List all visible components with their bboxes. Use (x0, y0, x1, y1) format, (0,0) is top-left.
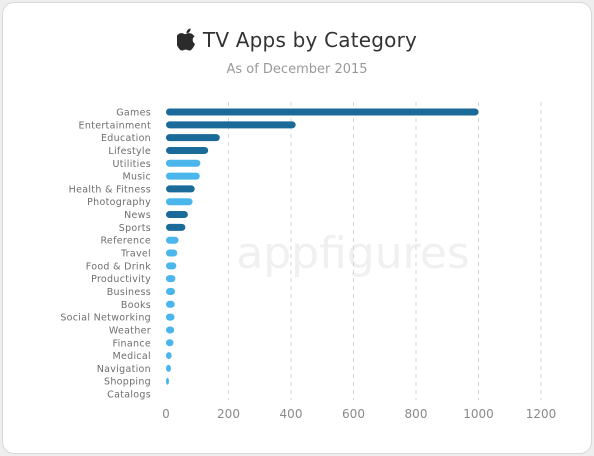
title-row: TV Apps by Category (0, 28, 594, 52)
bar (166, 339, 174, 347)
chart-title: TV Apps by Category (202, 28, 418, 52)
bar (166, 236, 179, 244)
bar (166, 352, 172, 360)
category-label: Navigation (97, 364, 151, 375)
x-tick-label: 1000 (463, 407, 494, 421)
bar (166, 313, 175, 321)
category-label: Utilities (113, 159, 151, 170)
bar (166, 249, 178, 257)
bar (166, 108, 479, 116)
category-label: Food & Drink (86, 261, 151, 272)
bar (166, 159, 201, 167)
x-tick-label: 400 (280, 407, 303, 421)
x-tick-label: 1200 (526, 407, 557, 421)
x-tick-labels: 0 200 400 600 800 1000 1200 (162, 407, 556, 421)
x-tick-label: 200 (217, 407, 240, 421)
bar (166, 172, 200, 180)
bar (166, 121, 296, 129)
category-label: Medical (113, 351, 152, 362)
bar (166, 134, 220, 142)
chart-subtitle: As of December 2015 (226, 62, 368, 77)
category-label: Games (116, 108, 151, 119)
category-label: Lifestyle (108, 146, 151, 157)
x-tick-label: 0 (162, 407, 170, 421)
category-label: Shopping (104, 377, 151, 388)
bar (166, 364, 171, 372)
category-label: Social Networking (60, 313, 151, 324)
bar (166, 185, 195, 193)
category-label: Reference (100, 236, 151, 247)
bar (166, 262, 177, 270)
bar (166, 300, 175, 308)
category-label: Weather (109, 325, 151, 336)
grid-lines (228, 102, 542, 400)
category-label: Books (121, 300, 151, 311)
category-label: News (124, 210, 151, 221)
category-label: Productivity (91, 274, 151, 285)
category-label: Education (101, 133, 151, 144)
category-label: Sports (119, 223, 151, 234)
bar (166, 223, 186, 231)
category-label: Photography (87, 197, 151, 208)
bars (166, 108, 479, 385)
category-label: Health & Fitness (69, 184, 151, 195)
x-tick-label: 800 (405, 407, 428, 421)
category-label: Music (122, 172, 151, 183)
bar (166, 198, 193, 206)
category-label: Travel (120, 249, 151, 260)
category-label: Business (107, 287, 151, 298)
apple-logo-icon (176, 28, 195, 51)
bar (166, 146, 209, 154)
bar (166, 377, 169, 385)
bar (166, 287, 176, 295)
category-label: Entertainment (79, 120, 151, 131)
category-label: Finance (113, 338, 151, 349)
bar (166, 275, 176, 283)
bar (166, 326, 175, 334)
bar (166, 211, 188, 219)
x-tick-label: 600 (342, 407, 365, 421)
category-label: Catalogs (107, 390, 151, 401)
